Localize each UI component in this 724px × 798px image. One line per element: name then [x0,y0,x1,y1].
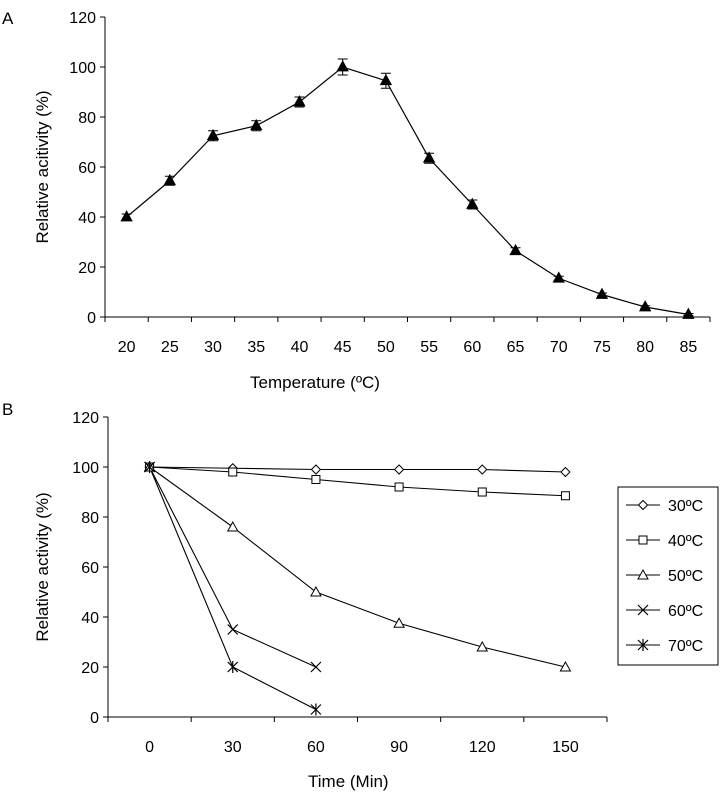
panel-b-data-point [310,464,322,475]
legend-entry-label: 30ºC [668,498,703,515]
panel-a-data-point [163,173,176,186]
panel-a-y-axis-label: Relative acitivity (%) [33,90,52,243]
legend-entry-label: 60ºC [668,603,703,620]
panel-b-series-line [149,466,566,668]
panel-b-x-axis-label: Time (Min) [308,772,389,791]
panel-b-data-point [393,464,405,475]
panel-a-data-point [466,197,479,209]
legend-swatch-marker [637,499,649,511]
panel-a-x-tick-label: 85 [679,339,697,356]
panel-b-x-tick-label: 120 [469,739,496,756]
panel-b-x-tick-label: 30 [224,739,242,756]
panel-b-y-tick-label: 60 [81,560,99,577]
panel-a-series-line [126,66,689,316]
panel-b-y-tick-label: 20 [81,660,99,677]
panel-a-data-point [595,287,609,299]
panel-b-data-point [560,491,570,501]
legend-entry-label: 70ºC [668,638,703,655]
panel-a-data-point [422,151,436,163]
panel-b-data-point [227,661,239,673]
panel-b-x-tick-label: 60 [307,739,325,756]
panel-b-data-point [311,475,321,484]
panel-b-data-point [477,464,488,475]
panel-b-y-tick-label: 0 [90,710,99,727]
panel-b-x-tick-label: 150 [552,739,579,756]
panel-b-y-tick-label: 80 [81,510,99,527]
panel-b-data-point [476,640,489,652]
panel-a-x-tick-label: 75 [593,339,611,356]
legend-entry-label: 40ºC [668,533,703,550]
panel-a-y-tick-label: 20 [78,260,96,277]
panel-b-series-line [149,466,317,668]
panel-a-y-tick-label: 120 [69,10,96,27]
legend-entry-label: 50ºC [668,568,703,585]
panel-a-y-tick-label: 40 [78,210,96,227]
panel-a-x-tick-label: 50 [377,339,395,356]
panel-b-data-point [228,467,238,477]
panel-b-data-point [394,482,404,492]
panel-a-y-tick-label: 0 [87,310,96,327]
panel-b-data-point [144,461,156,473]
panel-a-data-point [206,128,220,141]
panel-a-x-tick-label: 30 [204,339,222,356]
legend-swatch-marker [637,639,649,651]
panel-b-letter: B [2,400,13,419]
panel-a-data-point [336,60,349,72]
panel-b-legend: 30ºC 40ºC 50ºC 60ºC 70ºC [617,486,719,666]
panel-a-x-tick-label: 20 [118,339,136,356]
panel-a-x-tick-label: 40 [291,339,309,356]
panel-a-letter: A [2,9,14,28]
panel-a-x-tick-label: 65 [507,339,525,356]
panel-b-x-tick-label: 90 [390,739,408,756]
legend-swatch-marker [638,535,648,545]
panel-a-y-tick-label: 100 [69,60,96,77]
panel-a-x-tick-label: 55 [420,339,438,356]
panel-b-data-point [310,585,322,597]
panel-a-x-tick-label: 45 [334,339,352,356]
panel-b-data-point [310,703,322,716]
panel-b-data-point [560,466,571,478]
panel-b-y-tick-label: 100 [72,460,99,477]
panel-a-y-tick-label: 60 [78,160,96,177]
panel-b-data-point [559,660,572,672]
panel-a-data-point [639,300,652,312]
panel-b-data-point [477,487,487,497]
panel-a-x-tick-label: 80 [636,339,654,356]
legend-box [617,486,719,666]
panel-a-data-point [682,307,695,319]
panel-b-series-line [149,466,317,710]
panel-b-y-axis-label: Relative activity (%) [33,492,52,641]
panel-b-data-point [393,617,405,628]
panel-a-x-tick-label: 70 [550,339,568,356]
panel-a-x-tick-label: 25 [161,339,179,356]
panel-a: A 0 20 40 60 80 100 120 20 25 30 35 40 45 50 55 60 65 70… [2,9,711,392]
panel-a-x-tick-label: 60 [463,339,481,356]
panel-b-data-point [227,624,239,635]
panel-b-y-tick-label: 40 [81,610,99,627]
panel-a-data-point [250,118,263,131]
panel-a-y-tick-label: 80 [78,110,96,127]
panel-b-series-line [149,466,566,473]
panel-a-data-point [379,73,393,86]
panel-b-y-tick-label: 120 [72,410,99,427]
panel-a-data-point [509,243,522,256]
panel-b: B 0 20 40 60 80 100 120 0 30 60 90 120 150 Time (Mi… [2,400,719,791]
legend-swatch-marker [637,568,649,580]
panel-a-data-point [293,95,306,107]
panel-a-x-axis-label: Temperature (ºC) [250,373,380,392]
panel-a-data-point [120,210,133,222]
panel-b-series-line [149,466,566,497]
panel-a-data-point [552,271,565,283]
legend-swatch-marker [637,604,649,616]
panel-a-x-tick-label: 35 [247,339,265,356]
panel-b-x-tick-label: 0 [145,739,154,756]
panel-b-data-point [226,520,239,532]
panel-b-data-point [310,661,322,673]
